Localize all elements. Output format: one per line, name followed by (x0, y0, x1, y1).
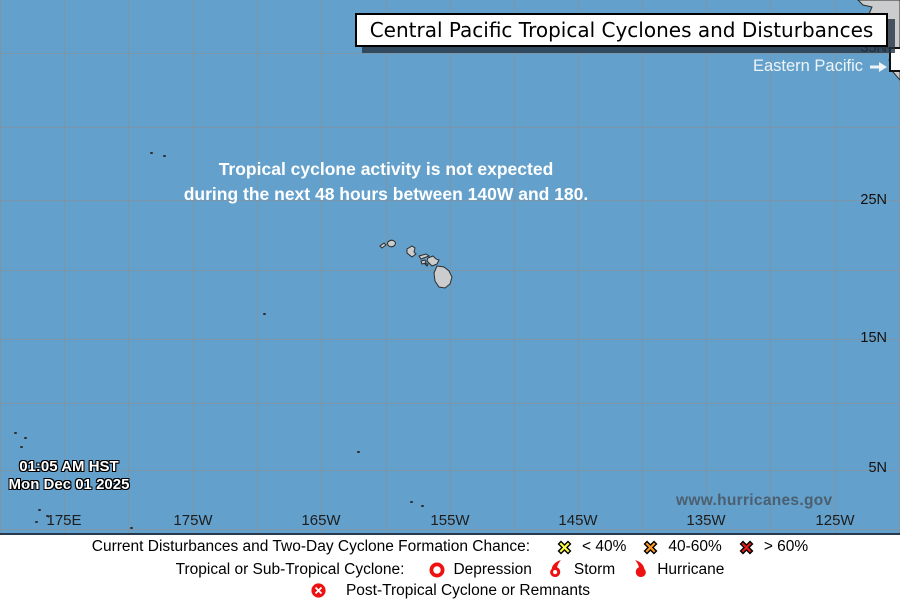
island-kahoolawe (423, 263, 429, 267)
island-maui (426, 255, 440, 267)
small-island (421, 505, 424, 507)
small-island (35, 521, 38, 523)
hurricanes-gov-watermark: www.hurricanes.gov (676, 492, 833, 509)
eastern-pacific-label: Eastern Pacific (752, 57, 863, 75)
eastern-pacific-link[interactable]: Eastern Pacific (753, 57, 887, 76)
latitude-gridline (0, 53, 900, 54)
longitude-label: 135W (686, 512, 726, 529)
outlook-message-line2: during the next 48 hours between 140W an… (183, 184, 589, 204)
longitude-gridline (770, 0, 771, 533)
issue-timestamp: 01:05 AM HST Mon Dec 01 2025 (2, 458, 136, 493)
small-island (130, 527, 133, 529)
latitude-label: 15N (860, 330, 887, 346)
legend-row-cyclones: Tropical or Sub-Tropical Cyclone: Depres… (175, 559, 724, 580)
latitude-label: 5N (868, 460, 887, 476)
legend-chip-4060: 40-60% (640, 537, 722, 558)
latitude-gridline (0, 200, 900, 201)
longitude-gridline (835, 0, 836, 533)
outlook-message-line1: Tropical cyclone activity is not expecte… (218, 159, 554, 179)
small-island (14, 432, 17, 434)
latitude-gridline (0, 403, 900, 404)
longitude-gridline (642, 0, 643, 533)
right-arrow-icon (870, 61, 887, 72)
longitude-gridline (578, 0, 579, 533)
hurricane-icon (635, 560, 647, 578)
longitude-label: 125W (815, 512, 855, 529)
island-niihau (379, 242, 387, 249)
legend-lt40-label: < 40% (582, 538, 627, 555)
longitude-gridline (64, 0, 65, 533)
legend-chip-depression: Depression (428, 560, 532, 579)
tropical-storm-icon (550, 560, 561, 578)
latitude-gridline (0, 270, 900, 271)
post-tropical-icon (311, 583, 326, 598)
legend-depression-label: Depression (453, 560, 532, 578)
small-island (150, 152, 153, 154)
legend-chip-post-tropical: Post-Tropical Cyclone or Remnants (310, 582, 590, 600)
outlook-message: Tropical cyclone activity is not expecte… (0, 157, 772, 207)
x-marker-red-icon (739, 540, 754, 554)
island-kauai (387, 239, 396, 248)
island-molokai (418, 253, 431, 260)
legend-post-tropical-label: Post-Tropical Cyclone or Remnants (345, 581, 591, 599)
pacific-map[interactable]: Central Pacific Tropical Cyclones and Di… (0, 0, 900, 535)
legend-chip-gt60: > 60% (736, 537, 808, 558)
latitude-gridline (0, 127, 900, 128)
longitude-gridline (514, 0, 515, 533)
small-island (263, 313, 266, 315)
legend: Current Disturbances and Two-Day Cyclone… (0, 535, 900, 601)
longitude-label: 175W (173, 512, 213, 529)
x-marker-orange-icon (643, 540, 658, 554)
longitude-gridline (706, 0, 707, 533)
small-island (163, 155, 166, 157)
longitude-gridline (193, 0, 194, 533)
longitude-gridline (128, 0, 129, 533)
longitude-gridline (386, 0, 387, 533)
legend-4060-label: 40-60% (668, 538, 722, 555)
island-oahu (406, 245, 417, 258)
legend-storm-label: Storm (573, 560, 616, 578)
longitude-label: 175E (46, 512, 82, 529)
small-island (20, 446, 23, 448)
small-island (46, 515, 49, 517)
legend-gt60-label: > 60% (763, 538, 809, 555)
small-island (38, 509, 41, 511)
island-hawaii (433, 265, 453, 289)
longitude-gridline (450, 0, 451, 533)
x-marker-yellow-icon (557, 540, 572, 554)
latitude-label: 25N (860, 192, 887, 208)
longitude-gridline (257, 0, 258, 533)
latitude-gridline (0, 529, 900, 530)
small-island (357, 451, 360, 453)
page-title: Central Pacific Tropical Cyclones and Di… (355, 13, 888, 47)
small-island (410, 501, 413, 503)
cutoff-label-box (889, 47, 900, 72)
longitude-gridline (321, 0, 322, 533)
legend-chip-storm: Storm (546, 559, 615, 580)
longitude-label: 155W (430, 512, 470, 529)
legend-hurricane-label: Hurricane (657, 560, 725, 578)
legend-row-post-tropical: Post-Tropical Cyclone or Remnants (310, 582, 590, 600)
legend-disturbance-label: Current Disturbances and Two-Day Cyclone… (91, 538, 530, 555)
legend-chip-hurricane: Hurricane (629, 559, 724, 580)
hawaiian-islands (379, 239, 453, 289)
legend-cyclone-label: Tropical or Sub-Tropical Cyclone: (175, 560, 405, 578)
island-lanai (420, 259, 427, 265)
longitude-label: 145W (558, 512, 598, 529)
issue-date: Mon Dec 01 2025 (8, 475, 130, 493)
issue-time: 01:05 AM HST (19, 458, 119, 475)
small-island (24, 437, 27, 439)
legend-chip-lt40: < 40% (554, 537, 626, 558)
depression-icon (429, 562, 445, 577)
latitude-gridline (0, 470, 900, 471)
longitude-gridline (0, 0, 1, 533)
latitude-gridline (0, 339, 900, 340)
longitude-label: 165W (301, 512, 341, 529)
legend-row-disturbances: Current Disturbances and Two-Day Cyclone… (92, 537, 808, 558)
